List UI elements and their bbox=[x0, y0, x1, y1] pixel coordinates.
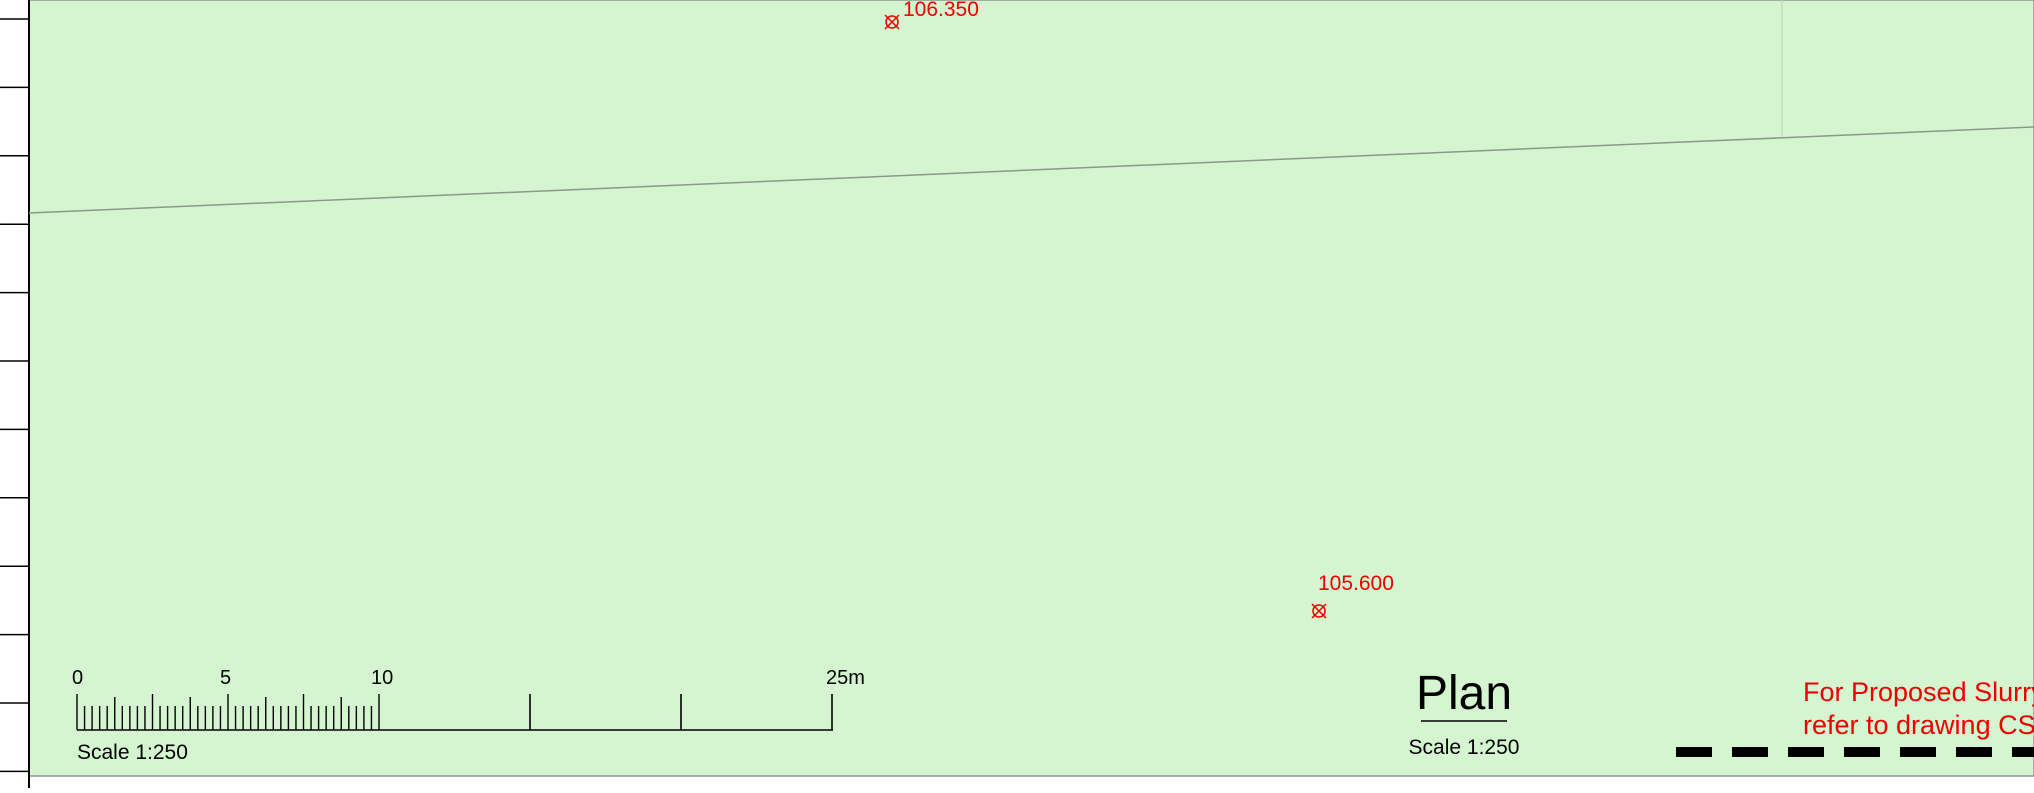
scale-caption: Scale 1:250 bbox=[77, 741, 188, 764]
plan-scale: Scale 1:250 bbox=[1409, 736, 1520, 759]
scale-bar-label: 25m bbox=[826, 667, 865, 689]
level-label: 105.600 bbox=[1318, 572, 1394, 595]
note-text: For Proposed Slurry bbox=[1803, 677, 2034, 707]
scale-bar-label: 0 bbox=[72, 667, 83, 689]
note-text: refer to drawing CS bbox=[1803, 710, 2034, 740]
level-marker bbox=[1312, 604, 1326, 618]
level-label: 106.350 bbox=[903, 0, 979, 21]
boundary-line bbox=[28, 126, 2034, 214]
plan-title: Plan bbox=[1416, 667, 1512, 720]
border-ticks bbox=[0, 18, 29, 773]
scale-bar: 0 5 10 25m Scale 1:250 bbox=[72, 667, 865, 764]
scale-bar-label: 10 bbox=[371, 667, 393, 689]
level-marker bbox=[885, 15, 899, 29]
spot-level: 105.600 bbox=[1311, 572, 1394, 619]
level-marker bbox=[1311, 603, 1327, 619]
site-area bbox=[28, 0, 2034, 777]
scale-bar-label: 5 bbox=[220, 667, 231, 689]
level-marker bbox=[884, 14, 900, 30]
spot-level: 106.350 bbox=[884, 0, 979, 30]
